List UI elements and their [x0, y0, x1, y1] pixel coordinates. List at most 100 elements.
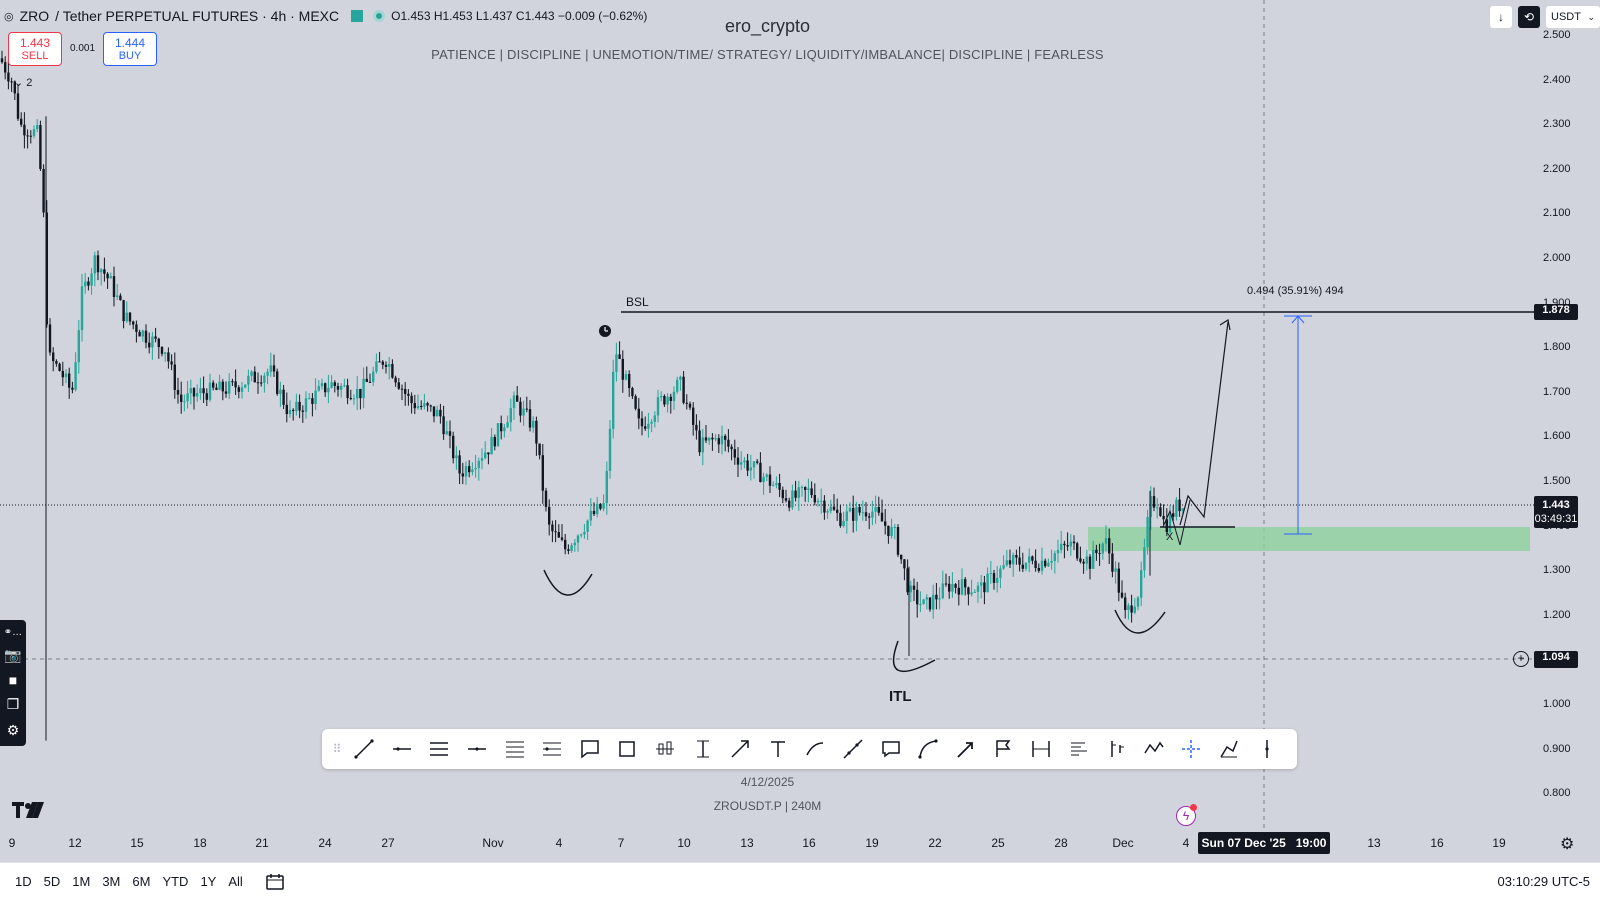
current-price-tag: 1.443 03:49:31 — [1534, 496, 1578, 528]
link-icon[interactable]: ⚭… — [3, 627, 23, 639]
add-alert-icon[interactable]: + — [1513, 651, 1529, 667]
current-price: 1.443 — [1542, 499, 1570, 511]
horizontal-ray-icon[interactable] — [385, 733, 420, 765]
price-chart-canvas[interactable] — [0, 0, 1600, 862]
candle-body — [400, 388, 404, 390]
flag-icon[interactable] — [351, 10, 364, 22]
demand-zone[interactable] — [1088, 527, 1530, 551]
time-tick-label: 28 — [1054, 836, 1068, 850]
candle-body — [10, 81, 13, 83]
candle-body — [480, 458, 484, 461]
candle-body — [301, 410, 304, 412]
candle-body — [125, 312, 128, 322]
comment-icon[interactable] — [873, 733, 908, 765]
range-button-ytd[interactable]: YTD — [162, 874, 189, 889]
candle-body — [743, 460, 746, 463]
price-tick-label: 1.800 — [1543, 341, 1571, 354]
candle-body — [317, 386, 320, 391]
market-status-icon[interactable] — [373, 10, 386, 22]
projection-arrow-head — [1219, 319, 1231, 331]
candle-body — [1181, 508, 1184, 512]
price-range-icon[interactable] — [685, 733, 720, 765]
calendar-icon[interactable] — [263, 871, 287, 893]
refresh-icon[interactable]: ⟲ — [1518, 6, 1540, 28]
bars-pattern-icon[interactable] — [1099, 733, 1134, 765]
candle-body — [525, 408, 528, 410]
sell-button[interactable]: 1.443 SELL — [8, 32, 62, 66]
candle-body — [980, 582, 983, 586]
zigzag-icon[interactable] — [1136, 733, 1171, 765]
fib-retracement-icon[interactable] — [497, 733, 532, 765]
candle-body — [80, 286, 84, 331]
volume-profile-icon[interactable] — [1061, 733, 1096, 765]
callout-icon[interactable] — [573, 733, 608, 765]
candle-body — [701, 437, 704, 453]
text-tool-icon[interactable] — [761, 733, 796, 765]
candle-body — [247, 375, 250, 385]
range-button-6m[interactable]: 6M — [132, 874, 151, 889]
measure-label: 0.494 (35.91%) 494 — [1247, 285, 1344, 297]
flash-icon[interactable]: ϟ — [1176, 806, 1196, 826]
video-icon[interactable]: ■ — [8, 671, 18, 688]
arrow-line-icon[interactable] — [723, 733, 758, 765]
rectangle-icon[interactable] — [610, 733, 645, 765]
candle-body — [45, 212, 48, 325]
candle-body — [349, 398, 352, 400]
chart-area[interactable]: ◎ ZRO / Tether PERPETUAL FUTURES · 4h · … — [0, 0, 1600, 862]
clock-display[interactable]: 03:10:29 UTC-5 — [1497, 874, 1591, 889]
drawing-toolbar: ⠿ — [322, 729, 1297, 769]
time-axis-settings-icon[interactable]: ⚙ — [1560, 836, 1575, 853]
horizontal-line-icon[interactable] — [460, 733, 495, 765]
range-button-all[interactable]: All — [228, 874, 243, 889]
fib-extension-icon[interactable] — [535, 733, 570, 765]
vertical-line-icon[interactable] — [1249, 733, 1284, 765]
candle-body — [519, 401, 522, 416]
candle-body — [704, 437, 708, 441]
candle-body — [503, 427, 506, 432]
brush-icon[interactable] — [798, 733, 833, 765]
candle-body — [919, 604, 922, 606]
curve-icon[interactable] — [911, 733, 946, 765]
range-button-5d[interactable]: 5D — [43, 874, 61, 889]
range-button-3m[interactable]: 3M — [102, 874, 121, 889]
path-icon[interactable] — [1212, 733, 1247, 765]
drag-handle-icon[interactable]: ⠿ — [332, 742, 342, 756]
low-curve-3 — [1114, 609, 1166, 634]
candle-body — [1101, 543, 1104, 554]
buy-button[interactable]: 1.444 BUY — [103, 32, 157, 66]
arrow-marker-icon[interactable] — [949, 733, 984, 765]
symbol-header[interactable]: ◎ ZRO / Tether PERPETUAL FUTURES · 4h · … — [4, 8, 647, 24]
layers-icon[interactable]: ❐ — [6, 696, 20, 713]
settings-icon[interactable]: ⚙ — [6, 721, 20, 738]
candle-body — [365, 378, 368, 382]
candle-body — [1028, 556, 1031, 563]
parallel-channel-icon[interactable] — [422, 733, 457, 765]
candle-body — [512, 395, 516, 409]
candle-body — [954, 584, 957, 588]
candle-body — [16, 93, 20, 119]
indicators-toggle[interactable]: ⌄ 2 — [14, 76, 32, 89]
candle-body — [55, 361, 58, 364]
candle-body — [112, 276, 116, 297]
symbol-name[interactable]: ZRO — [19, 8, 50, 24]
pair-title[interactable]: / Tether PERPETUAL FUTURES · 4h · MEXC — [55, 8, 340, 24]
camera-icon[interactable]: 📷 — [4, 646, 22, 663]
projection-path[interactable] — [1179, 321, 1229, 526]
trend-line-icon[interactable] — [347, 733, 382, 765]
flag-marker-icon[interactable] — [986, 733, 1021, 765]
extended-line-icon[interactable] — [836, 733, 871, 765]
bsl-price-tag: 1.878 — [1534, 304, 1578, 320]
currency-select[interactable]: USDT ⌄ — [1546, 6, 1600, 28]
long-position-icon[interactable] — [648, 733, 683, 765]
candle-body — [868, 516, 871, 518]
range-button-1y[interactable]: 1Y — [200, 874, 217, 889]
candle-body — [858, 507, 861, 513]
range-button-1m[interactable]: 1M — [72, 874, 91, 889]
candle-body — [215, 387, 218, 390]
candle-body — [205, 393, 208, 400]
watermark-subtitle: PATIENCE | DISCIPLINE | UNEMOTION/TIME/ … — [431, 47, 1104, 62]
range-button-1d[interactable]: 1D — [15, 874, 32, 889]
download-icon[interactable]: ↓ — [1490, 6, 1512, 28]
date-range-icon[interactable] — [1024, 733, 1059, 765]
crosshair-icon[interactable] — [1174, 733, 1209, 765]
